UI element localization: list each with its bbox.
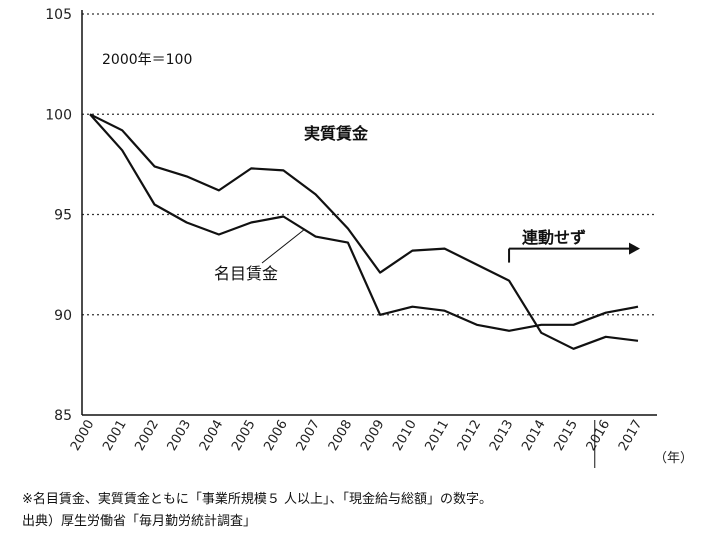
- x-tick-label: 2007: [294, 418, 324, 454]
- x-tick-label: 2012: [455, 417, 485, 453]
- series-label-real-wage: 実質賃金: [304, 124, 369, 143]
- series-line-real-wage: [89, 113, 639, 350]
- gridlines: [82, 13, 657, 316]
- annotation-arrow-head: [629, 242, 640, 255]
- x-tick-label: 2016: [584, 418, 614, 454]
- series-line-nominal-wage: [89, 113, 639, 332]
- x-tick-label: 2006: [261, 418, 291, 454]
- x-tick-label: 2005: [229, 418, 259, 454]
- base-year-note: 2000年＝100: [102, 52, 192, 68]
- x-tick-label: 2008: [326, 418, 356, 454]
- x-tick-label: 2017: [616, 418, 646, 454]
- x-tick-label: 2013: [487, 418, 517, 454]
- annotation-arrow-group: 連動せず: [508, 228, 640, 263]
- series-label-leader-nominal: [261, 228, 306, 264]
- y-tick-label: 85: [54, 408, 72, 424]
- x-tick-labels: 2000 2001 2002 2003 2004 2005 2006 2007 2008 2009…: [68, 417, 646, 468]
- series-label-nominal-wage: 名目賃金: [214, 264, 278, 283]
- x-tick-label: 2004: [197, 418, 227, 454]
- x-tick-label: 2014: [519, 418, 549, 454]
- footnote-source: 出典）厚生労働省「毎月勤労統計調査」: [22, 514, 257, 529]
- series-lines: [89, 113, 639, 350]
- y-tick-label: 90: [54, 308, 72, 324]
- y-tick-label: 95: [54, 208, 72, 224]
- y-tick-labels: 85 90 95 100 105: [45, 7, 72, 424]
- x-tick-label: 2003: [165, 418, 195, 454]
- y-tick-label: 105: [45, 7, 72, 23]
- footnote-note: ※名目賃金、実質賃金ともに「事業所規模５ 人以上」、「現金給与総額」の数字。: [22, 492, 493, 507]
- x-tick-label: 2000: [68, 418, 98, 454]
- annotation-label: 連動せず: [522, 228, 586, 247]
- x-tick-label: 2009: [358, 418, 388, 454]
- x-tick-label: 2010: [390, 418, 420, 454]
- x-tick-label: 2001: [100, 418, 130, 454]
- x-unit-label: （年）: [654, 451, 693, 466]
- x-tick-label: 2002: [132, 418, 162, 454]
- x-tick-label: 2015: [551, 418, 581, 454]
- y-tick-label: 100: [45, 107, 72, 123]
- x-tick-label: 2011: [423, 418, 453, 454]
